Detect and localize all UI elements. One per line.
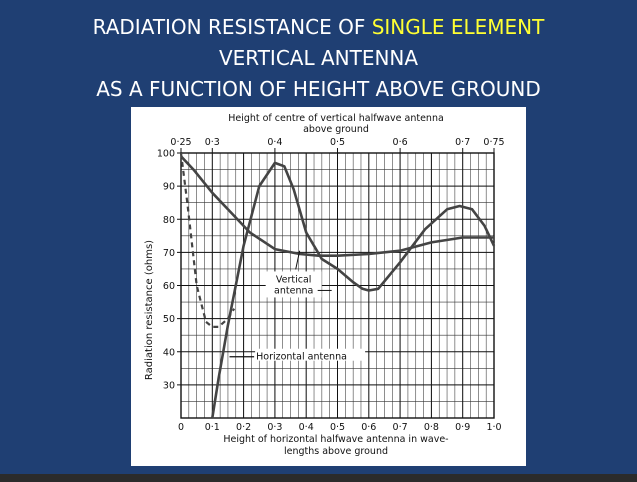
y-tick-label: 30 (163, 380, 175, 391)
horizontal-label-bg (255, 348, 366, 361)
y-tick-label: 90 (163, 182, 175, 193)
x-tick-label: 0·9 (455, 422, 470, 433)
top-axis-title-line2: above ground (303, 124, 369, 135)
vertical-label-pointer (295, 250, 301, 270)
y-tick-label: 100 (157, 149, 175, 160)
x-tick-label: 0·8 (424, 422, 439, 433)
y-axis-label: Radiation resistance (ohms) (144, 240, 155, 380)
tick-labels: 0 0·1 0·2 0·3 0·4 0·5 0·6 0·7 0·8 0·9 1·0 0·25 0·3 0·… (157, 137, 505, 433)
top-tick-label: 0·7 (455, 137, 470, 148)
horizontal-antenna-line (211, 161, 496, 419)
horizontal-antenna-dashed-line (179, 152, 236, 328)
title-line-3: AS A FUNCTION OF HEIGHT ABOVE GROUND (96, 77, 541, 101)
y-tick-label: 60 (163, 281, 175, 292)
title-prefix: RADIATION RESISTANCE OF (92, 15, 372, 39)
top-tick-label: 0·6 (393, 137, 408, 148)
x-tick-label: 0·5 (330, 422, 345, 433)
x-tick-label: 0·2 (236, 422, 251, 433)
vertical-label-bg (265, 271, 322, 298)
title-highlight: SINGLE ELEMENT (371, 15, 545, 39)
top-tick-label: 0·5 (330, 137, 345, 148)
grid (180, 152, 495, 419)
x-tick-label: 0·7 (393, 422, 408, 433)
y-tick-label: 40 (163, 347, 175, 358)
title-line-1: RADIATION RESISTANCE OF SINGLE ELEMENT (0, 12, 637, 43)
x-axis-label-line1: Height of horizontal halfwave antenna in… (223, 434, 448, 445)
radiation-resistance-chart: Height of centre of vertical halfwave an… (144, 113, 505, 457)
top-axis-title-line1: Height of centre of vertical halfwave an… (228, 113, 444, 124)
y-tick-label: 50 (163, 314, 175, 325)
x-tick-label: 0·1 (205, 422, 220, 433)
top-tick-label: 0·25 (170, 137, 191, 148)
vertical-label-line2: antenna (274, 285, 313, 296)
y-tick-label: 80 (163, 215, 175, 226)
series-lines (179, 152, 496, 419)
top-tick-label: 0·4 (267, 137, 282, 148)
top-tick-label: 0·3 (205, 137, 220, 148)
x-axis-label-line2: lengths above ground (284, 446, 388, 457)
vertical-label-line1: Vertical (276, 274, 312, 285)
x-tick-label: 0·6 (361, 422, 376, 433)
chart-panel: Height of centre of vertical halfwave an… (131, 107, 526, 466)
horizontal-label: Horizontal antenna (256, 352, 347, 363)
bottom-bar (0, 474, 637, 482)
x-tick-label: 0·3 (267, 422, 282, 433)
x-tick-label: 0·4 (299, 422, 314, 433)
y-tick-label: 70 (163, 248, 175, 259)
x-tick-label: 1·0 (486, 422, 501, 433)
slide-title: RADIATION RESISTANCE OF SINGLE ELEMENT V… (0, 12, 637, 105)
title-line-2: VERTICAL ANTENNA (218, 46, 419, 70)
top-tick-label: 0·75 (483, 137, 504, 148)
x-tick-label: 0 (178, 422, 184, 433)
vertical-antenna-line (180, 155, 494, 257)
